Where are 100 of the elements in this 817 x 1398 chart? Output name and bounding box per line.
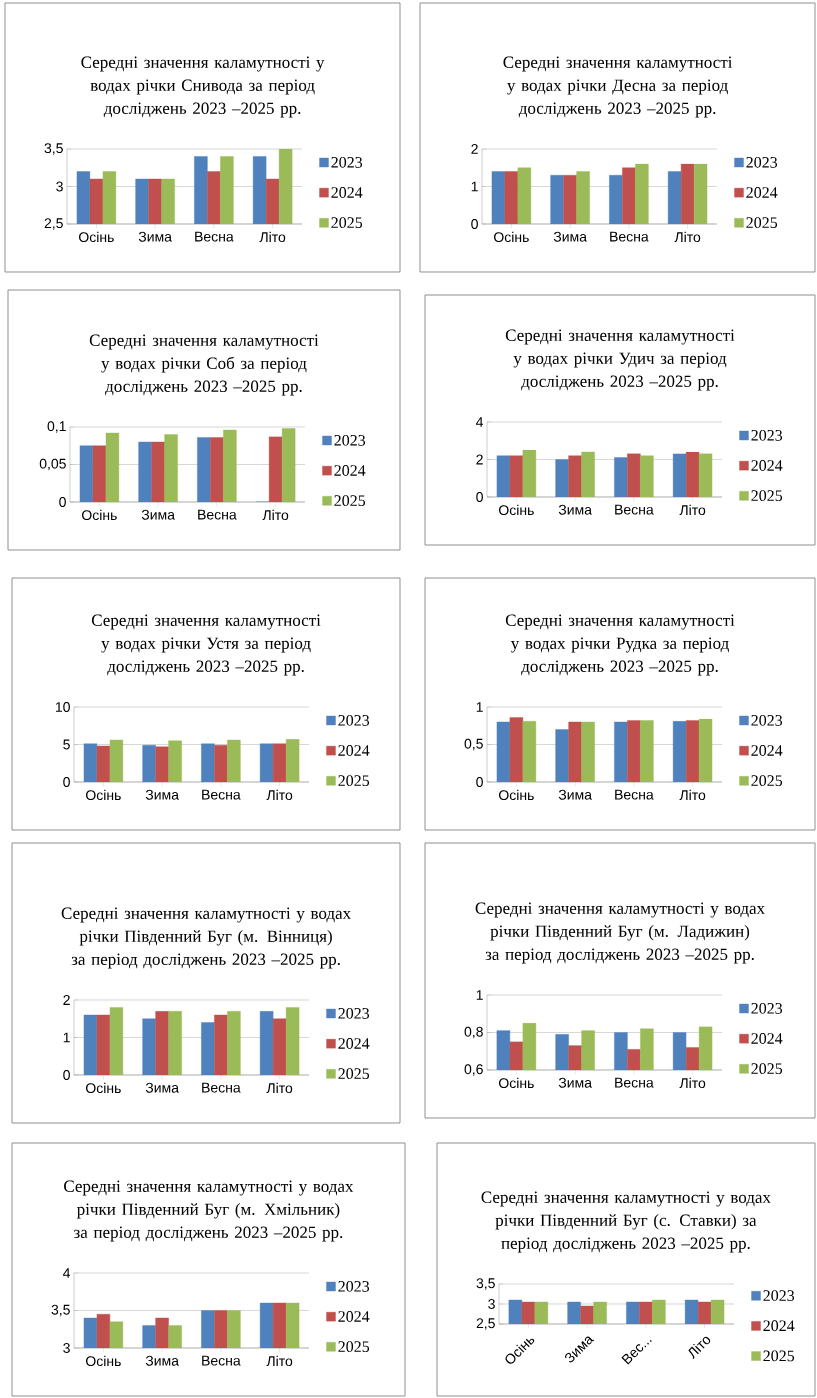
legend-label: 2023 bbox=[751, 1002, 783, 1014]
y-tick-label: 0 bbox=[476, 492, 483, 502]
x-tick-label: Весна bbox=[610, 231, 649, 242]
bar bbox=[223, 429, 237, 502]
legend-label: 2025 bbox=[751, 1063, 783, 1075]
legend-label: 2024 bbox=[338, 745, 370, 756]
bar bbox=[581, 451, 595, 497]
legend-label: 2024 bbox=[338, 1311, 370, 1322]
bar bbox=[640, 455, 654, 497]
bar bbox=[155, 1011, 169, 1075]
x-tick-label: Весна bbox=[615, 1077, 654, 1088]
bar bbox=[155, 746, 169, 782]
bar bbox=[568, 721, 582, 782]
y-tick-label: 3 bbox=[56, 181, 63, 192]
bar bbox=[201, 1022, 215, 1075]
x-tick-label: Зима bbox=[553, 231, 587, 242]
y-tick-label: 3,5 bbox=[51, 1304, 70, 1317]
x-tick-label: Літо bbox=[266, 1355, 293, 1367]
legend-label: 2025 bbox=[338, 775, 370, 787]
bar bbox=[522, 449, 537, 497]
x-tick-label: Весна bbox=[615, 504, 654, 515]
x-tick-label: Осінь bbox=[499, 504, 534, 516]
bar bbox=[522, 721, 537, 782]
x-tick-label: Зима bbox=[138, 231, 172, 242]
bar bbox=[581, 721, 595, 782]
y-tick-label: 1 bbox=[471, 181, 478, 192]
bar bbox=[285, 1007, 300, 1075]
y-tick-label: 3,5 bbox=[476, 1278, 495, 1290]
chart-title: Середні значення каламутності у водах річки Удич за період досліджень 2023 –2025 рр. bbox=[505, 329, 735, 391]
x-tick-label: Весна bbox=[202, 1082, 241, 1093]
bar bbox=[96, 1014, 111, 1075]
bar bbox=[227, 1011, 241, 1075]
x-tick-label: Літо bbox=[679, 789, 706, 801]
bar bbox=[627, 453, 641, 497]
chart-title: Середні значення каламутності у водах річки Південний Буг (м. Вінниця) за період досліджень 2023 –2025 рр. bbox=[61, 907, 351, 969]
bar bbox=[259, 1011, 274, 1075]
y-tick-label: 10 bbox=[55, 702, 70, 712]
bar bbox=[285, 739, 300, 782]
x-tick-label: Зима bbox=[558, 504, 592, 515]
bar bbox=[272, 1018, 287, 1075]
legend-label: 2023 bbox=[338, 714, 370, 726]
bar bbox=[509, 455, 524, 497]
x-tick-label: Весна bbox=[615, 789, 654, 800]
x-tick-label: Осінь bbox=[86, 789, 121, 801]
chart-title: Середні значення каламутності у водах річки Південний Буг (м. Хмільник) за період досліджень 2023 –2025 рр. bbox=[64, 1180, 354, 1242]
y-tick-label: 0 bbox=[63, 777, 70, 787]
y-tick-label: 0 bbox=[59, 497, 66, 507]
bar bbox=[96, 745, 111, 782]
legend-label: 2024 bbox=[746, 187, 778, 198]
y-tick-label: 0,8 bbox=[464, 1026, 483, 1039]
legend-label: 2025 bbox=[751, 490, 783, 502]
legend-label: 2024 bbox=[763, 1320, 795, 1332]
bar bbox=[685, 451, 700, 497]
bar bbox=[214, 745, 228, 782]
legend-label: 2023 bbox=[751, 714, 783, 726]
bar bbox=[83, 743, 98, 782]
x-tick-label: Осінь bbox=[82, 509, 117, 521]
chart-title: Середні значення каламутності у водах річки Устя за період досліджень 2023 –2025 рр. bbox=[91, 614, 321, 676]
legend-label: 2023 bbox=[751, 429, 783, 441]
x-tick-label: Літо bbox=[679, 504, 706, 516]
x-tick-label: Літо bbox=[266, 789, 293, 801]
bar bbox=[142, 745, 156, 782]
x-tick-label: Літо bbox=[674, 231, 701, 243]
x-tick-label: Весна bbox=[198, 509, 237, 520]
legend-label: 2025 bbox=[746, 217, 778, 229]
y-tick-label: 5 bbox=[63, 739, 70, 750]
bar bbox=[698, 453, 713, 497]
legend-label: 2023 bbox=[763, 1290, 795, 1301]
bar bbox=[168, 1011, 182, 1075]
x-tick-label: Літо bbox=[262, 509, 289, 521]
chart-title: Середні значення каламутності у водах річки Рудка за період досліджень 2023 –2025 рр. bbox=[505, 614, 735, 676]
legend-label: 2025 bbox=[331, 217, 363, 229]
y-tick-label: 2 bbox=[471, 144, 478, 154]
y-tick-label: 4 bbox=[63, 1268, 71, 1278]
bar bbox=[105, 432, 120, 502]
y-tick-label: 2 bbox=[63, 995, 70, 1005]
y-tick-label: 1 bbox=[63, 1032, 70, 1043]
bar bbox=[164, 434, 178, 502]
x-tick-label: Весна bbox=[202, 789, 241, 800]
chart-title: Середні значення каламутності у водах річки Соб за період досліджень 2023 –2025 рр. bbox=[89, 334, 319, 396]
legend-label: 2024 bbox=[751, 1033, 783, 1044]
legend-label: 2023 bbox=[334, 434, 366, 446]
x-tick-label: Осінь bbox=[79, 231, 114, 243]
legend-label: 2024 bbox=[331, 187, 363, 198]
bar bbox=[640, 720, 654, 782]
y-tick-label: 2,5 bbox=[44, 218, 63, 230]
bar bbox=[168, 740, 182, 782]
y-tick-label: 3 bbox=[63, 1343, 70, 1353]
legend-label: 2025 bbox=[334, 495, 366, 507]
bar bbox=[79, 445, 94, 502]
legend-label: 2024 bbox=[751, 460, 783, 471]
x-tick-label: Зима bbox=[558, 1077, 592, 1088]
x-tick-label: Осінь bbox=[499, 789, 534, 801]
x-tick-label: Літо bbox=[266, 1082, 293, 1094]
legend-label: 2023 bbox=[338, 1280, 370, 1292]
chart-title: Середні значення каламутності у водах річки Снивода за період досліджень 2023 –2025 рр. bbox=[81, 56, 325, 118]
bar bbox=[698, 718, 713, 782]
y-tick-label: 4 bbox=[476, 417, 484, 427]
x-tick-label: Літо bbox=[259, 231, 286, 243]
legend-label: 2024 bbox=[338, 1038, 370, 1049]
